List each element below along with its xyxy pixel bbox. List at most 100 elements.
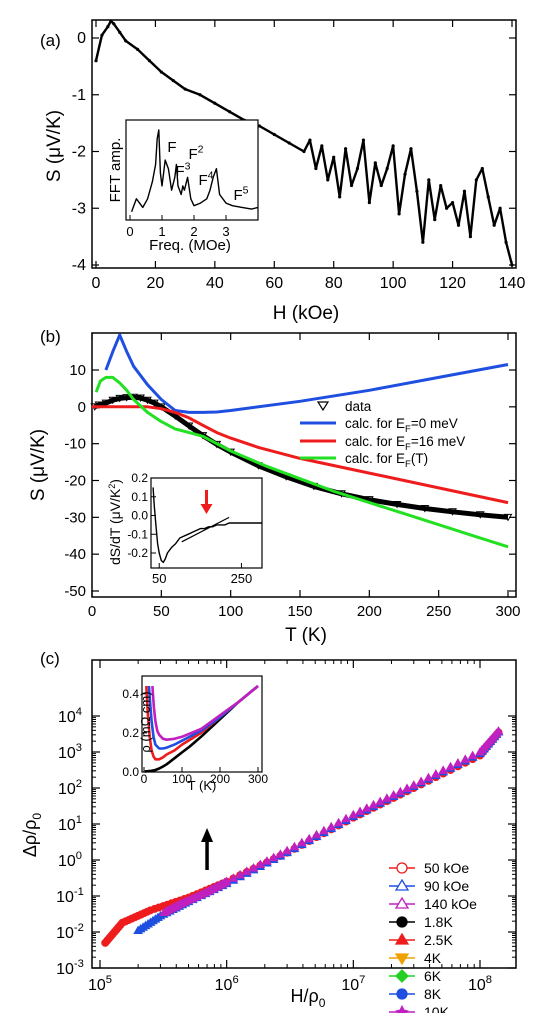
panel-b-inset-ytick-label: -0.2 xyxy=(127,546,148,560)
panel-c-legend-marker xyxy=(394,896,410,909)
panel-a-ylabel: S (μV/K) xyxy=(44,110,65,182)
panel-a-xlabel: H (kOe) xyxy=(273,303,340,324)
panel-a-inset-peak-label: F4 xyxy=(198,169,213,189)
panel-b-calc-line xyxy=(94,375,509,549)
panel-b-data-line xyxy=(93,394,509,520)
panel-b-inset-ytick-label: 0.2 xyxy=(131,471,148,485)
panel-c-legend-label: 6K xyxy=(424,968,442,984)
panel-c-ytick-label: 10-3 xyxy=(56,958,84,978)
panel-c-inset-xtick-label: 200 xyxy=(210,772,230,786)
panel-b-inset-ytick-label: -0.1 xyxy=(127,527,148,541)
panel-a-data-point xyxy=(118,30,122,34)
panel-a-frame xyxy=(91,19,517,269)
panel-c-data-point xyxy=(361,803,372,812)
panel-a-xtick-label: 20 xyxy=(147,275,165,292)
panel-b-data-point xyxy=(392,500,402,509)
panel-a-xtick-label: 60 xyxy=(265,275,283,292)
panel-c-label: (c) xyxy=(40,649,60,668)
panel-c-data-point xyxy=(326,821,337,831)
panel-a-data-point xyxy=(344,147,348,151)
panel-a-data-point xyxy=(462,189,467,193)
panel-b-ytick-label: -50 xyxy=(64,583,86,600)
panel-a-data-point xyxy=(409,147,413,151)
panel-c-data-point xyxy=(304,833,315,843)
panel-b-legend-marker xyxy=(316,401,330,412)
panel-c-inset-line xyxy=(144,684,259,773)
panel-a-data-point xyxy=(171,78,175,83)
panel-c-ticks: 105 106 107 108 104 103 102 101 100 10-1 10-2 10-3 xyxy=(56,660,516,994)
panel-b-data-point xyxy=(156,403,166,411)
panel-a-data-point xyxy=(326,178,330,182)
panel-c: (c) 105 106 107 10810410310210110010-110-21… xyxy=(20,649,517,1013)
panel-c-data-point xyxy=(423,772,434,782)
panel-a-inset-xlabel: Freq. (MOe) xyxy=(149,237,231,254)
panel-a-data-point xyxy=(480,166,484,171)
panel-a-ytick-label: -4 xyxy=(72,257,86,274)
panel-a-inset-xtick-label: 1 xyxy=(158,224,165,239)
panel-c-data-point xyxy=(221,876,232,886)
panel-c-legend-marker xyxy=(396,862,408,874)
panel-b-ylabel: S (μV/K) xyxy=(28,429,49,501)
panel-a-data-point xyxy=(361,138,366,142)
panel-c-ylabel: Δρ/ρ0 xyxy=(20,813,44,858)
panel-a-data-point xyxy=(308,138,312,142)
panel-c-data-point xyxy=(453,758,463,767)
panel-b-inset-xtick-label: 50 xyxy=(152,571,166,586)
panel-b-xtick-label: 50 xyxy=(153,603,170,620)
panel-a-ytick-label: -3 xyxy=(72,200,86,217)
panel-a-data-point xyxy=(450,200,455,205)
panel-c-inset-xlabel: T (K) xyxy=(188,778,217,793)
panel-a-inset-ticks: 0 1 2 3 xyxy=(126,215,230,239)
panel-a-data-point xyxy=(147,59,152,63)
panel-c-data-point xyxy=(348,809,359,819)
panel-a-xtick-label: 140 xyxy=(499,275,526,292)
panel-a-data-point xyxy=(403,172,407,176)
panel-c-series xyxy=(101,726,504,947)
panel-b-inset-ytick-label: 0.0 xyxy=(131,509,148,523)
panel-a-data-point xyxy=(433,218,437,222)
panel-c-data-point xyxy=(255,859,266,869)
panel-b-data-point xyxy=(150,399,159,408)
panel-c-inset-xtick-label: 100 xyxy=(172,772,192,786)
panel-a-data-point xyxy=(136,47,140,51)
panel-b-legend-label: calc. for EF=16 meV xyxy=(345,434,465,453)
panel-a-data-point xyxy=(302,149,306,154)
panel-a-data-point xyxy=(373,161,377,165)
panel-a-data-point xyxy=(332,155,336,159)
panel-c-inset-ylabel: ρ (mΩ cm) xyxy=(138,691,153,752)
panel-c-inset-xtick-label: 300 xyxy=(248,772,268,786)
panel-b-ytick-label: -30 xyxy=(64,509,86,526)
panel-b-frame xyxy=(91,332,517,598)
panel-c-ytick-label: 103 xyxy=(58,742,82,762)
panel-b-data-point xyxy=(364,496,374,504)
panel-a-data-point xyxy=(106,25,110,29)
panel-a-data-point xyxy=(427,178,431,182)
panel-c-inset-frame xyxy=(141,675,263,773)
panel-a-data-point xyxy=(474,178,478,182)
panel-b-series xyxy=(90,333,513,549)
panel-c-ytick-label: 10-2 xyxy=(56,922,84,942)
panel-b-data-point xyxy=(448,508,457,516)
panel-a-data-point xyxy=(486,195,490,199)
panel-c-legend-label: 140 kOe xyxy=(424,896,477,912)
panel-b: (b) 0 50 100 150 200 250 300100-10-20-30-40-50… xyxy=(28,327,521,646)
panel-c-data-point xyxy=(289,841,300,851)
panel-b-inset-ylabel: dS/dT (μV/K2) xyxy=(107,479,123,565)
panel-c-data-point xyxy=(388,790,399,799)
panel-a-inset-ylabel: FFT amp. xyxy=(107,138,124,203)
panel-b-data-point xyxy=(94,401,104,409)
panel-a-data-point xyxy=(349,183,354,188)
panel-b-data-point xyxy=(143,396,152,405)
panel-c-data-point xyxy=(319,825,329,835)
panel-a-inset-xtick-label: 2 xyxy=(190,224,197,239)
panel-a-data-point xyxy=(498,206,502,210)
panel-a-data-point xyxy=(320,144,324,148)
panel-a-xtick-label: 100 xyxy=(380,275,407,292)
panel-b-data-point xyxy=(101,399,111,408)
panel-a-xtick-label: 0 xyxy=(92,275,101,292)
panel-b-xtick-label: 100 xyxy=(218,603,243,620)
panel-c-data-point xyxy=(402,783,412,792)
panel-c-data-point xyxy=(408,780,419,789)
